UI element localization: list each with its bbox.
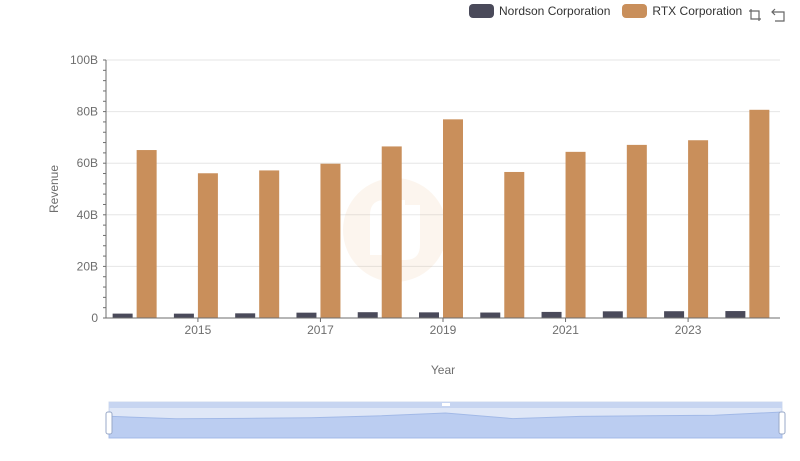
legend-swatch-rtx bbox=[622, 4, 648, 18]
bar-nordson bbox=[541, 311, 562, 318]
slider-selection bbox=[109, 402, 782, 438]
bar-rtx bbox=[626, 144, 647, 318]
y-tick-label: 80B bbox=[77, 105, 98, 119]
bar-rtx bbox=[443, 119, 463, 318]
x-tick-label: 2019 bbox=[430, 323, 457, 337]
bar-rtx bbox=[320, 163, 341, 318]
data-zoom-slider[interactable] bbox=[105, 401, 786, 439]
bar-nordson bbox=[419, 312, 439, 318]
bar-nordson bbox=[480, 312, 501, 318]
legend-item-nordson[interactable]: Nordson Corporation bbox=[469, 4, 610, 18]
bar-rtx bbox=[688, 140, 709, 318]
x-tick-label: 2021 bbox=[552, 323, 579, 337]
x-tick-label: 2023 bbox=[675, 323, 702, 337]
axes-group: 0 20B 40B 60B 80B 100B 2015 2017 2019 2021 2023 bbox=[70, 53, 780, 337]
x-axis-title: Year bbox=[431, 363, 455, 377]
bar-nordson bbox=[112, 313, 133, 318]
y-tick-label: 100B bbox=[70, 53, 98, 67]
slider-handle-left[interactable] bbox=[105, 411, 113, 435]
y-tick-label: 0 bbox=[91, 311, 98, 325]
bar-rtx bbox=[749, 109, 770, 318]
x-tick-label: 2015 bbox=[185, 323, 212, 337]
bar-rtx bbox=[504, 171, 525, 318]
y-tick-label: 60B bbox=[77, 156, 98, 170]
toolbox bbox=[746, 6, 788, 24]
bar-rtx bbox=[259, 170, 280, 318]
bar-nordson bbox=[173, 313, 194, 318]
slider-preview-area bbox=[108, 411, 783, 439]
legend-label-nordson: Nordson Corporation bbox=[499, 4, 611, 18]
y-axis-title: Revenue bbox=[47, 165, 61, 213]
slider-handle-right[interactable] bbox=[778, 411, 786, 435]
bar-nordson bbox=[235, 313, 256, 318]
bar-rtx bbox=[381, 146, 402, 318]
zoom-icon[interactable] bbox=[746, 6, 764, 24]
bar-nordson bbox=[664, 311, 685, 318]
bar-nordson bbox=[602, 311, 623, 318]
bars-group bbox=[112, 109, 770, 318]
bar-nordson bbox=[725, 311, 746, 318]
bar-nordson bbox=[357, 312, 378, 318]
legend-swatch-nordson bbox=[469, 4, 494, 18]
bar-rtx bbox=[565, 151, 586, 318]
bar-rtx bbox=[197, 173, 218, 318]
y-tick-label: 40B bbox=[77, 208, 98, 222]
legend: Nordson Corporation RTX Corporation bbox=[469, 4, 754, 18]
bar-nordson bbox=[296, 312, 317, 318]
legend-label-rtx: RTX Corporation bbox=[652, 4, 743, 18]
x-tick-label: 2017 bbox=[307, 323, 334, 337]
restore-icon[interactable] bbox=[770, 6, 788, 24]
legend-item-rtx[interactable]: RTX Corporation bbox=[622, 4, 742, 18]
y-tick-label: 20B bbox=[77, 259, 98, 273]
slider-grip bbox=[442, 403, 450, 406]
bar-rtx bbox=[136, 150, 157, 318]
